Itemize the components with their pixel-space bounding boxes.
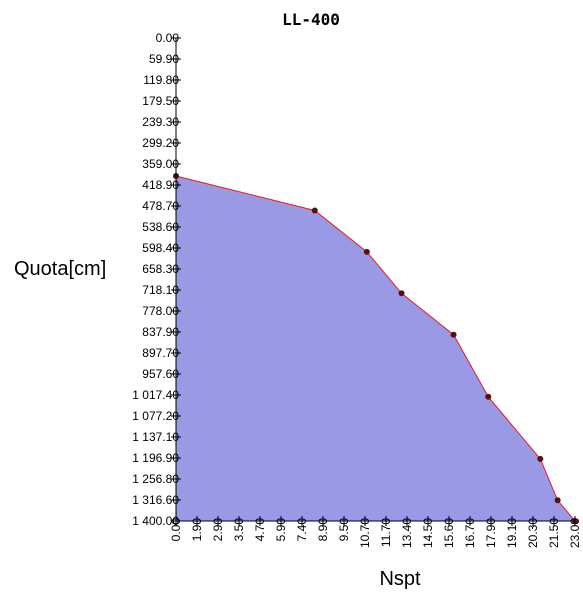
x-tick-label: 8.90	[316, 518, 330, 542]
x-tick-label: 9.50	[337, 518, 351, 542]
y-tick-label: 957.60	[142, 367, 179, 381]
chart-title: LL-400	[282, 10, 340, 29]
y-tick-label: 897.70	[142, 346, 179, 360]
x-tick-label: 21.50	[547, 518, 561, 548]
data-point	[537, 455, 544, 462]
y-axis-title: Quota[cm]	[14, 258, 106, 280]
x-tick-label: 0.00	[169, 518, 183, 542]
y-tick-label: 658.30	[142, 262, 179, 276]
y-tick-label: 418.90	[142, 178, 179, 192]
x-tick-label: 16.70	[463, 518, 477, 548]
x-tick-label: 11.70	[379, 518, 393, 547]
y-tick-label: 359.00	[142, 157, 179, 171]
data-point	[450, 331, 457, 338]
data-point	[363, 248, 370, 255]
x-tick-label: 23.00	[568, 518, 582, 548]
y-tick-label: 1 400.00	[132, 514, 179, 528]
plot-area	[173, 173, 578, 524]
x-tick-label: 20.30	[526, 518, 540, 548]
x-tick-label: 3.50	[232, 518, 246, 542]
x-tick-label: 19.10	[505, 518, 519, 548]
x-tick-label: 15.60	[442, 518, 456, 548]
y-tick-label: 837.90	[142, 325, 179, 339]
y-tick-label: 478.70	[142, 199, 179, 213]
y-tick-label: 538.60	[142, 220, 179, 234]
data-point	[554, 497, 561, 504]
x-tick-label: 13.40	[400, 518, 414, 548]
area-fill	[176, 176, 575, 521]
data-point	[485, 393, 492, 400]
data-point	[398, 290, 405, 297]
y-tick-label: 718.10	[142, 283, 179, 297]
y-tick-label: 1 316.60	[132, 493, 179, 507]
x-tick-label: 4.70	[253, 518, 267, 542]
y-tick-label: 1 256.80	[132, 472, 179, 486]
x-tick-label: 14.50	[421, 518, 435, 548]
x-tick-label: 10.70	[358, 518, 372, 548]
x-tick-label: 17.90	[484, 518, 498, 548]
y-tick-label: 1 137.10	[132, 430, 179, 444]
x-axis: 0.00 1.90 2.90 3.50 4.70 5.90 7.40 8.90 9.50 10.7…	[169, 516, 582, 548]
y-tick-label: 778.00	[142, 304, 179, 318]
y-tick-label: 598.40	[142, 241, 179, 255]
x-tick-label: 1.90	[190, 518, 204, 542]
y-tick-label: 299.20	[142, 136, 179, 150]
y-tick-label: 1 196.90	[132, 451, 179, 465]
y-tick-label: 1 017.40	[132, 388, 179, 402]
y-axis: 0.00 59.90 119.80 179.50 239.30 299.20 359.00 4…	[132, 31, 181, 528]
y-tick-label: 0.00	[156, 31, 180, 45]
y-tick-label: 239.30	[142, 115, 179, 129]
data-point	[311, 207, 318, 214]
y-tick-label: 59.90	[149, 52, 179, 66]
x-tick-label: 7.40	[295, 518, 309, 542]
y-tick-label: 179.50	[142, 94, 179, 108]
x-tick-label: 2.90	[211, 518, 225, 542]
y-tick-label: 119.80	[143, 73, 179, 87]
y-tick-label: 1 077.20	[132, 409, 179, 423]
x-axis-title: Nspt	[379, 568, 421, 590]
x-tick-label: 5.90	[274, 518, 288, 542]
